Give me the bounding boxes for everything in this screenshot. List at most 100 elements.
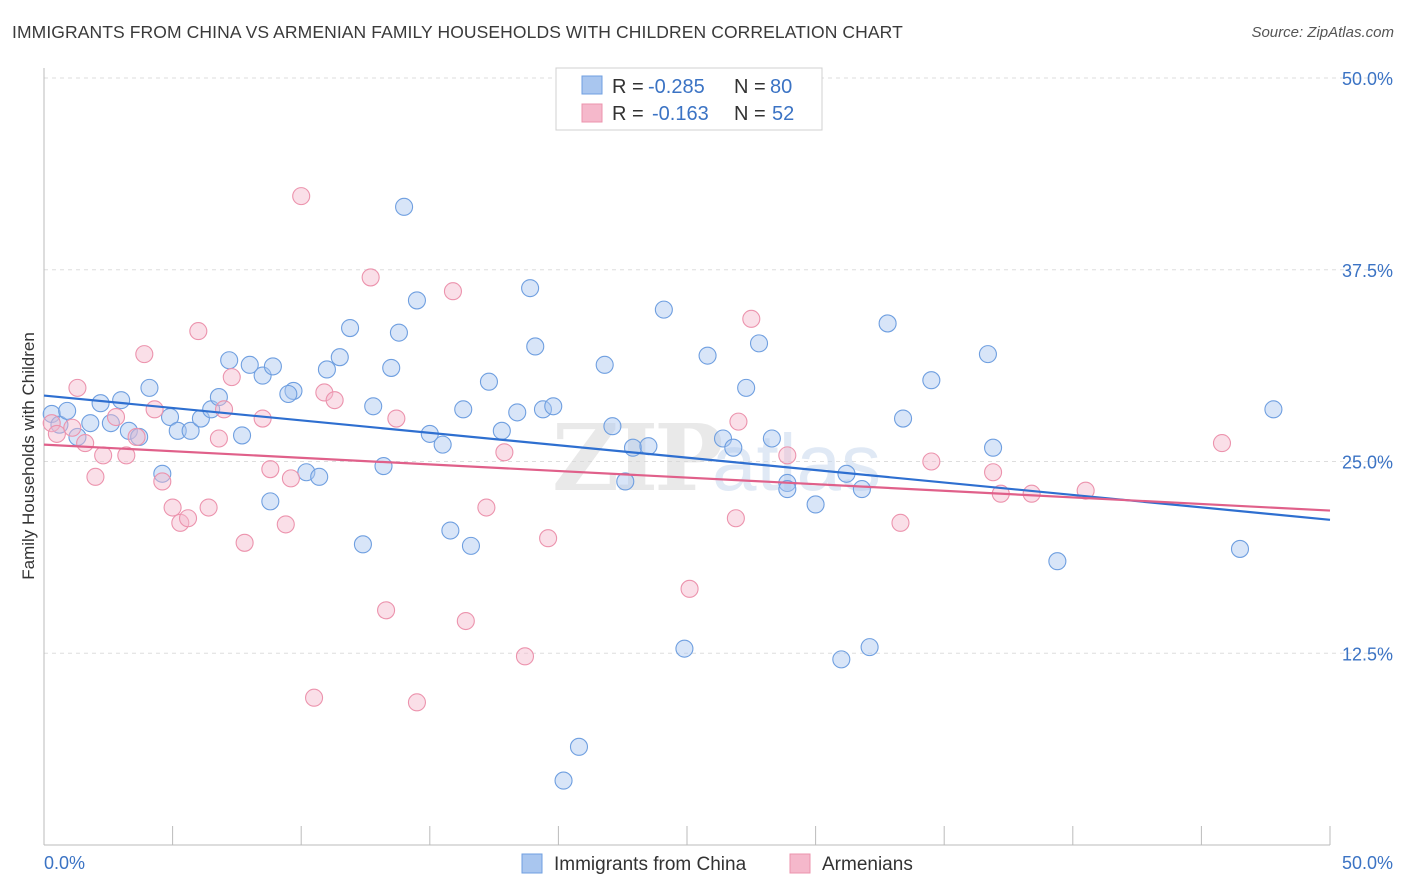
- legend-n-label-armenians: N =: [734, 103, 766, 125]
- china-point: [240, 355, 259, 374]
- armenians-point: [1212, 434, 1232, 453]
- china-point: [140, 378, 159, 397]
- armenians-point: [199, 498, 218, 517]
- china-point: [713, 429, 733, 448]
- china-point: [806, 495, 825, 514]
- armenians-point: [281, 469, 300, 488]
- china-point: [395, 197, 414, 216]
- armenians-point: [315, 383, 334, 402]
- china-point: [978, 345, 997, 364]
- china-point: [382, 358, 401, 377]
- armenians-point: [135, 345, 154, 364]
- china-point: [1048, 552, 1067, 571]
- armenians-point: [153, 472, 172, 491]
- armenians-point: [276, 515, 295, 534]
- armenians-point: [891, 513, 910, 532]
- china-point: [639, 437, 658, 456]
- chart-title: IMMIGRANTS FROM CHINA VS ARMENIAN FAMILY…: [12, 22, 903, 42]
- china-point: [698, 346, 717, 365]
- china-point: [492, 421, 511, 440]
- china-point: [595, 355, 614, 374]
- legend-r-value-armenians: -0.163: [652, 103, 709, 125]
- armenians-point: [495, 443, 514, 462]
- armenians-point: [261, 460, 280, 479]
- armenians-point: [127, 427, 146, 447]
- series-china-points: [42, 197, 1283, 790]
- bottom-legend-label-armenians: Armenians: [822, 854, 913, 875]
- armenians-point: [47, 424, 66, 443]
- legend-r-label-armenians: R =: [612, 103, 644, 125]
- armenians-point: [189, 322, 208, 341]
- china-point: [112, 391, 131, 410]
- armenians-point: [443, 282, 462, 301]
- china-point: [253, 366, 272, 385]
- x-ticks: [43, 826, 1331, 845]
- y-tick-labels: 12.5% 25.0% 37.5% 50.0%: [1342, 69, 1393, 664]
- china-point: [1230, 539, 1250, 558]
- armenians-point: [235, 533, 254, 552]
- china-point: [616, 472, 635, 491]
- armenians-point: [68, 378, 87, 397]
- gridlines: [44, 77, 1392, 654]
- armenians-point: [387, 409, 406, 428]
- bottom-legend-swatch-china: [521, 853, 543, 874]
- china-point: [364, 397, 383, 416]
- china-point: [724, 438, 743, 457]
- china-point: [737, 378, 756, 397]
- china-point: [554, 771, 573, 790]
- china-point: [91, 394, 110, 413]
- legend-r-value-china: -0.285: [648, 76, 705, 98]
- bottom-legend-swatch-armenians: [789, 853, 811, 874]
- china-point: [749, 334, 769, 353]
- china-point: [284, 381, 303, 400]
- china-point: [310, 467, 329, 486]
- china-point: [261, 492, 280, 511]
- china-point: [984, 438, 1003, 457]
- series-legend: Immigrants from China Armenians: [521, 853, 913, 875]
- armenians-point: [76, 434, 95, 453]
- china-point: [603, 417, 622, 436]
- china-point: [569, 737, 589, 756]
- armenians-point: [742, 309, 761, 328]
- x-tick-label-min: 0.0%: [44, 853, 85, 873]
- armenians-point: [63, 418, 82, 437]
- legend-swatch-armenians: [581, 103, 603, 123]
- china-point: [479, 372, 499, 391]
- china-point: [58, 401, 77, 420]
- armenians-point: [456, 611, 475, 631]
- china-point: [433, 435, 452, 454]
- armenians-point: [106, 407, 126, 427]
- armenians-point: [377, 601, 396, 620]
- legend-n-value-china: 80: [770, 76, 792, 98]
- armenians-point: [325, 391, 344, 410]
- armenians-point: [680, 579, 699, 598]
- china-point: [407, 291, 426, 310]
- china-point: [521, 279, 540, 298]
- armenians-point: [922, 452, 941, 471]
- china-point: [153, 464, 172, 483]
- armenians-point: [539, 529, 558, 548]
- bottom-legend-label-china: Immigrants from China: [554, 854, 747, 875]
- china-point: [263, 357, 282, 376]
- armenians-point: [407, 693, 426, 712]
- china-point: [852, 480, 871, 499]
- china-point: [168, 421, 187, 440]
- armenians-point: [515, 647, 535, 666]
- china-point: [762, 429, 781, 448]
- china-point: [654, 300, 673, 319]
- china-point: [181, 421, 200, 440]
- armenians-point: [361, 268, 380, 287]
- watermark: ZIP atlas: [552, 404, 881, 512]
- china-point: [454, 400, 473, 419]
- china-point: [893, 409, 913, 428]
- china-point: [533, 400, 553, 419]
- china-point: [279, 384, 298, 404]
- armenians-point: [145, 400, 164, 419]
- china-point: [441, 521, 460, 540]
- y-tick-label: 37.5%: [1342, 261, 1393, 281]
- china-point: [544, 397, 563, 416]
- armenians-point: [984, 463, 1003, 482]
- china-point: [832, 650, 851, 669]
- y-axis-title: Family Households with Children: [19, 332, 38, 580]
- china-point: [860, 638, 879, 657]
